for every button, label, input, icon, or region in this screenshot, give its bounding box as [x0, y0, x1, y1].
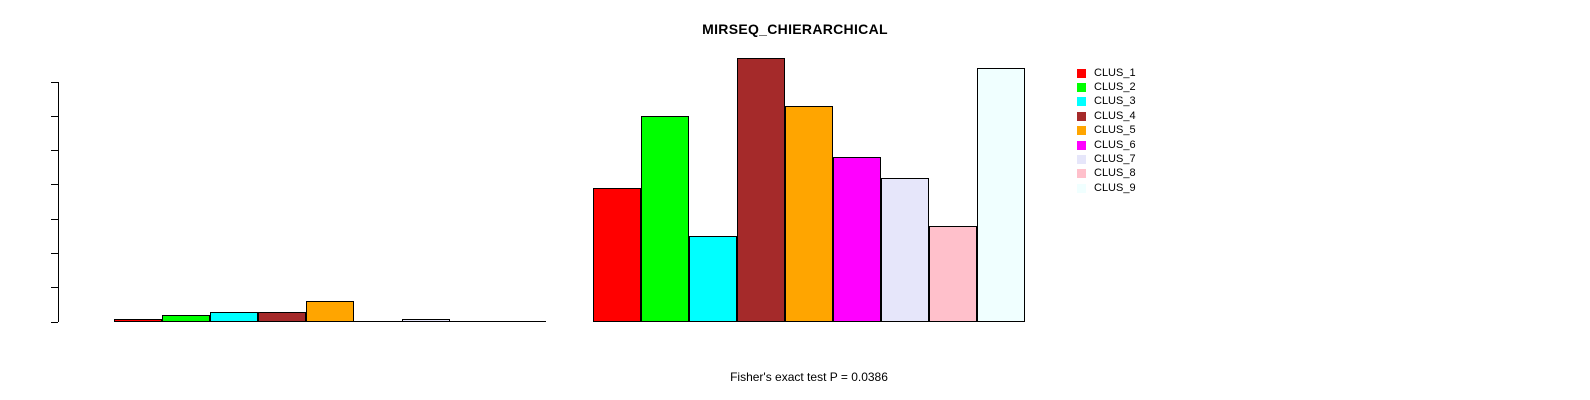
legend-label: CLUS_4	[1094, 109, 1136, 122]
legend-label: CLUS_3	[1094, 95, 1136, 108]
y-axis-tick-label	[28, 137, 40, 165]
y-axis-tick-label	[28, 102, 40, 130]
legend-item: CLUS_2	[1077, 80, 1136, 94]
y-axis-tick-label	[28, 239, 40, 267]
y-axis-tick-label	[28, 171, 40, 199]
legend-label: CLUS_1	[1094, 66, 1136, 79]
legend-item: CLUS_5	[1077, 124, 1136, 138]
chart-title: MIRSEQ_CHIERARCHICAL	[702, 21, 888, 37]
y-axis-tick	[51, 81, 58, 83]
bar-CLUS_9-wild-type	[977, 68, 1025, 322]
y-axis-tick-label	[28, 274, 40, 302]
legend-swatch-icon	[1077, 126, 1086, 136]
legend-label: CLUS_5	[1094, 124, 1136, 137]
legend-swatch-icon	[1077, 111, 1086, 121]
y-axis-tick-label	[28, 205, 40, 233]
bar-CLUS_3-mutated	[210, 312, 258, 322]
bar-CLUS_1-mutated	[114, 319, 162, 322]
x-axis-title	[210, 342, 450, 357]
y-axis-tick	[51, 287, 58, 289]
y-axis-tick	[51, 218, 58, 220]
bar-CLUS_4-mutated	[258, 312, 306, 322]
y-axis-tick	[51, 321, 58, 323]
bar-CLUS_6-wild-type	[833, 157, 881, 322]
legend-item: CLUS_6	[1077, 138, 1136, 152]
legend-item: CLUS_9	[1077, 181, 1136, 195]
legend: CLUS_1 CLUS_2 CLUS_3 CLUS_4 CLUS_5 CLUS_6 CLUS…	[1077, 66, 1136, 196]
fisher-test-note: Fisher's exact test P = 0.0386	[730, 370, 888, 384]
legend-item: CLUS_7	[1077, 152, 1136, 166]
legend-swatch-icon	[1077, 140, 1086, 150]
legend-swatch-icon	[1077, 169, 1086, 179]
bar-CLUS_7-mutated	[402, 319, 450, 322]
legend-label: CLUS_9	[1094, 181, 1136, 194]
bar-CLUS_2-mutated	[162, 315, 210, 322]
bar-CLUS_5-mutated	[306, 301, 354, 322]
y-axis-tick	[51, 150, 58, 152]
legend-label: CLUS_2	[1094, 81, 1136, 94]
y-axis-tick	[51, 115, 58, 117]
legend-label: CLUS_6	[1094, 138, 1136, 151]
legend-label: CLUS_7	[1094, 153, 1136, 166]
bar-CLUS_2-wild-type	[641, 116, 689, 322]
x-axis-title	[689, 342, 929, 357]
legend-item: CLUS_1	[1077, 66, 1136, 80]
legend-item: CLUS_3	[1077, 95, 1136, 109]
y-axis-tick	[51, 184, 58, 186]
y-axis-line	[58, 82, 59, 322]
y-axis-title	[14, 136, 28, 266]
bar-CLUS_5-wild-type	[785, 106, 833, 322]
bar-CLUS_4-wild-type	[737, 58, 785, 322]
bar-CLUS_3-wild-type	[689, 236, 737, 322]
legend-label: CLUS_8	[1094, 167, 1136, 180]
legend-item: CLUS_4	[1077, 109, 1136, 123]
y-axis-tick-label	[28, 308, 40, 336]
bar-value-label	[296, 327, 364, 339]
legend-item: CLUS_8	[1077, 167, 1136, 181]
legend-swatch-icon	[1077, 155, 1086, 165]
legend-swatch-icon	[1077, 183, 1086, 193]
legend-swatch-icon	[1077, 83, 1086, 93]
y-axis-tick-label	[28, 68, 40, 96]
bar-value-label	[967, 327, 1035, 339]
y-axis-tick	[51, 252, 58, 254]
bar-CLUS_8-wild-type	[929, 226, 977, 322]
bar-value-label	[392, 327, 460, 339]
bar-CLUS_7-wild-type	[881, 178, 929, 322]
legend-swatch-icon	[1077, 97, 1086, 107]
bar-CLUS_1-wild-type	[593, 188, 641, 322]
legend-swatch-icon	[1077, 68, 1086, 78]
